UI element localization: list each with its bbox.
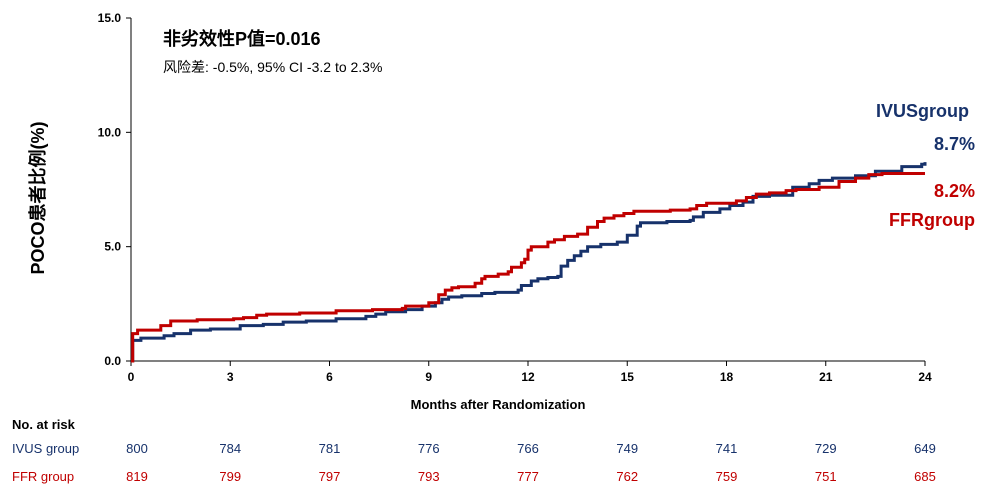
- risk-cell: 766: [517, 441, 539, 456]
- x-tick-label: 12: [521, 370, 535, 384]
- x-tick-label: 6: [326, 370, 333, 384]
- risk-cell: 649: [914, 441, 936, 456]
- x-tick-label: 21: [819, 370, 833, 384]
- series-lines: [131, 162, 927, 363]
- risk-cell: 749: [616, 441, 638, 456]
- risk-cell: 776: [418, 441, 440, 456]
- x-tick-label: 0: [128, 370, 135, 384]
- y-tick-label: 15.0: [98, 11, 122, 25]
- risk-table-header: No. at risk: [12, 417, 76, 432]
- y-tick-label: 5.0: [104, 240, 121, 254]
- x-tick-label: 3: [227, 370, 234, 384]
- chart-subtitle: 风险差: -0.5%, 95% CI -3.2 to 2.3%: [163, 59, 382, 75]
- risk-cell: 759: [716, 469, 738, 484]
- risk-cell: 762: [616, 469, 638, 484]
- series-label-ffr: FFRgroup: [889, 210, 975, 230]
- risk-cell: 751: [815, 469, 837, 484]
- risk-cell: 793: [418, 469, 440, 484]
- risk-row-label: IVUS group: [12, 441, 79, 456]
- y-axis-label: POCO患者比例(%): [27, 121, 48, 274]
- risk-cell: 800: [126, 441, 148, 456]
- ffr-series-line: [131, 172, 925, 363]
- series-end-value-ffr: 8.2%: [934, 181, 975, 201]
- x-tick-label: 15: [621, 370, 635, 384]
- risk-cell: 777: [517, 469, 539, 484]
- series-end-value-ivus: 8.7%: [934, 134, 975, 154]
- y-axis-ticks: 0.0 5.0 10.0 15.0: [98, 11, 131, 368]
- risk-cell: 729: [815, 441, 837, 456]
- chart-title: 非劣效性P值=0.016: [163, 28, 321, 49]
- x-tick-label: 18: [720, 370, 734, 384]
- risk-cell: 685: [914, 469, 936, 484]
- risk-cell: 781: [319, 441, 341, 456]
- x-tick-label: 9: [425, 370, 432, 384]
- risk-cell: 784: [219, 441, 241, 456]
- risk-cell: 797: [319, 469, 341, 484]
- risk-cell: 741: [716, 441, 738, 456]
- y-tick-label: 10.0: [98, 125, 122, 139]
- ivus-series-line: [131, 162, 927, 363]
- x-axis-label: Months after Randomization: [411, 397, 586, 412]
- x-axis-ticks: 0 3 6 9 12 15 18 21 24: [128, 361, 932, 384]
- risk-row-label: FFR group: [12, 469, 74, 484]
- x-tick-label: 24: [918, 370, 932, 384]
- y-tick-label: 0.0: [104, 354, 121, 368]
- risk-table: IVUS group 800 784 781 776 766 749 741 729 649 FFR…: [12, 441, 936, 484]
- risk-cell: 799: [219, 469, 241, 484]
- series-label-ivus: IVUSgroup: [876, 101, 969, 121]
- risk-cell: 819: [126, 469, 148, 484]
